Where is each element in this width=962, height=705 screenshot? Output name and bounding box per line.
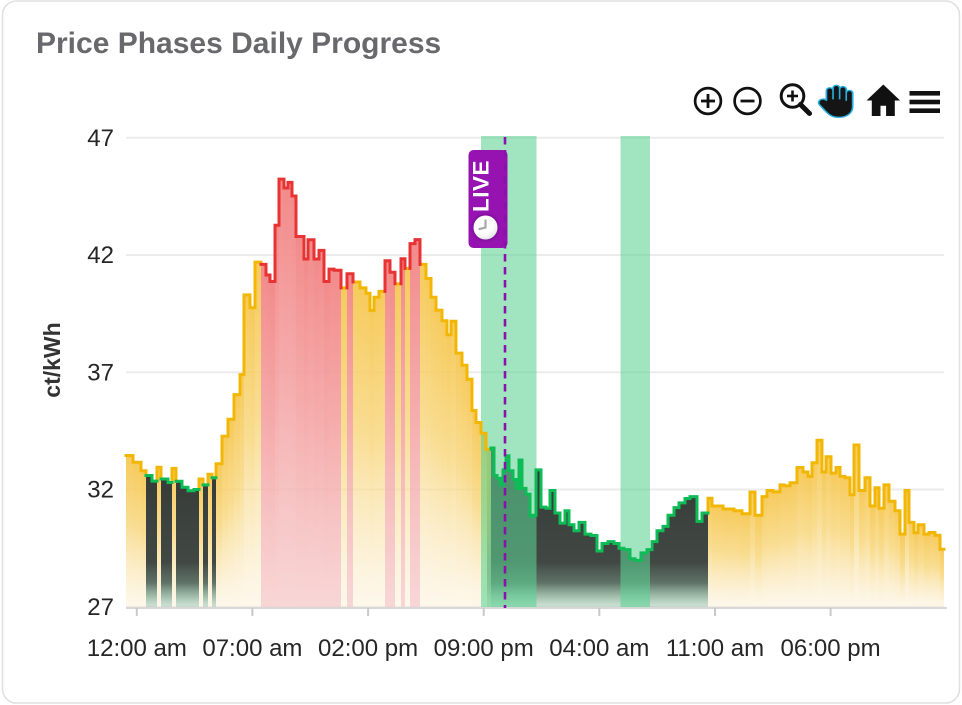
svg-text:Price Phases Daily Progress: Price Phases Daily Progress <box>36 27 441 60</box>
svg-text:11:00 am: 11:00 am <box>666 635 764 662</box>
svg-text:02:00 pm: 02:00 pm <box>318 635 418 662</box>
svg-text:37: 37 <box>87 359 114 386</box>
svg-text:ct/kWh: ct/kWh <box>39 322 65 397</box>
svg-text:07:00 am: 07:00 am <box>202 635 302 662</box>
svg-text:47: 47 <box>87 125 114 152</box>
svg-text:32: 32 <box>87 477 114 504</box>
svg-text:06:00 pm: 06:00 pm <box>781 635 881 662</box>
svg-text:12:00 am: 12:00 am <box>87 635 187 662</box>
svg-text:27: 27 <box>87 594 114 621</box>
svg-text:04:00 am: 04:00 am <box>549 635 649 662</box>
svg-text:LIVE: LIVE <box>468 160 493 212</box>
svg-text:42: 42 <box>87 242 114 269</box>
svg-text:09:00 pm: 09:00 pm <box>434 635 534 662</box>
